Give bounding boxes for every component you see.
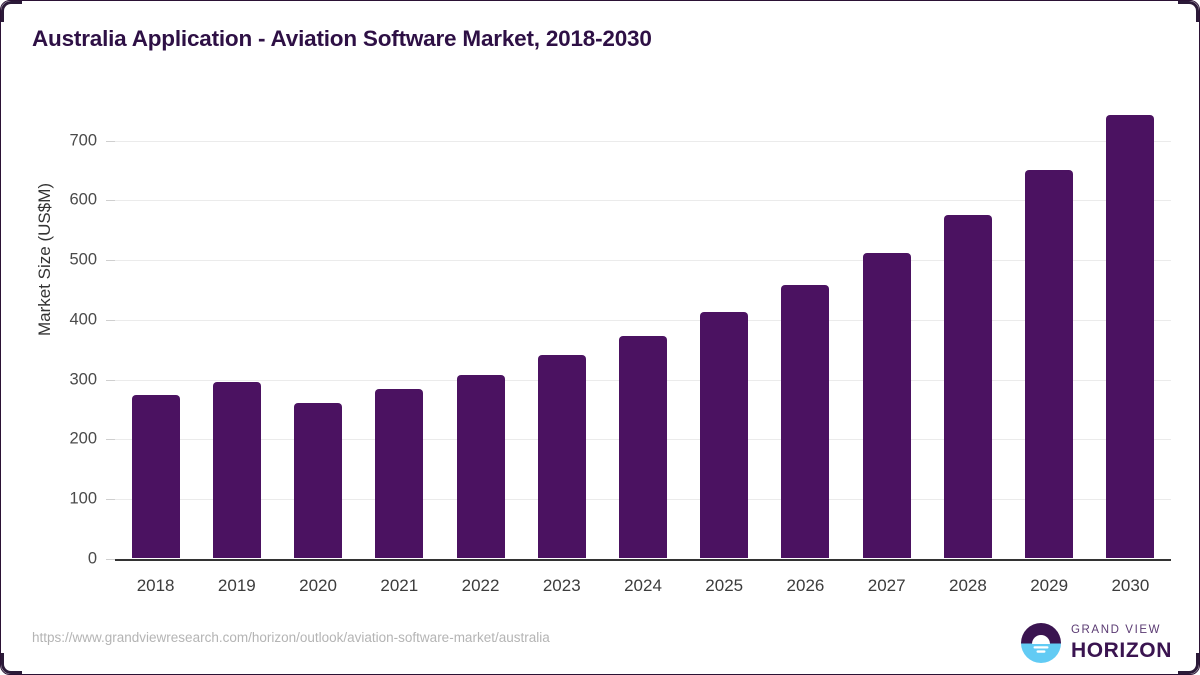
bar-2021[interactable]: [375, 389, 424, 558]
bar-2030[interactable]: [1106, 115, 1155, 558]
x-tick-label-2028: 2028: [949, 576, 987, 595]
card-corner-top-left: [1, 1, 22, 22]
plot-area: 0 100 200 300 400 500 600 700 2018 2019 2020 2021 2…: [69, 112, 1171, 595]
source-url[interactable]: https://www.grandviewresearch.com/horizo…: [32, 630, 550, 645]
x-tick-label-2019: 2019: [217, 576, 256, 595]
logo-wordmark: GRAND VIEW HORIZON: [1071, 625, 1172, 661]
y-tick-label: 600: [69, 190, 97, 209]
x-tick-label-2027: 2027: [867, 576, 906, 595]
bar-2023[interactable]: [537, 355, 586, 558]
y-axis-title: Market Size (US$M): [35, 182, 54, 336]
gridline: [115, 319, 1171, 321]
bar-2027[interactable]: [862, 252, 911, 558]
x-axis-line: [115, 559, 1171, 561]
x-tick-label-2026: 2026: [786, 576, 825, 595]
bar-2019[interactable]: [212, 382, 261, 558]
x-tick-label-2018: 2018: [136, 576, 175, 595]
bar-2024[interactable]: [619, 335, 667, 558]
logo-text-horizon: HORIZON: [1070, 638, 1172, 662]
y-tick-label: 100: [69, 489, 97, 508]
y-tick-label: 400: [69, 310, 97, 329]
bar-2029[interactable]: [1025, 170, 1074, 558]
card-corner-bottom-right: [1178, 653, 1199, 674]
bar-2025[interactable]: [700, 311, 749, 558]
y-tick-label: 0: [87, 549, 97, 568]
bar-series: 2018 2019 2020 2021 2022 2023 2024 2025 2026 2027…: [115, 112, 1171, 595]
gridline: [115, 200, 1171, 202]
y-tick-mark: [106, 200, 115, 202]
card-corner-top-right: [1178, 1, 1199, 22]
x-tick-label-2029: 2029: [1030, 576, 1069, 595]
card-corner-bottom-left: [1, 653, 22, 674]
y-tick-label: 700: [69, 131, 97, 150]
y-tick-mark: [106, 379, 115, 381]
bar-2026[interactable]: [781, 284, 830, 558]
x-tick-label-2030: 2030: [1111, 576, 1150, 595]
y-tick-label: 300: [69, 370, 97, 389]
y-tick-label: 500: [69, 250, 97, 269]
y-tick-mark: [106, 499, 115, 501]
bar-2022[interactable]: [456, 374, 505, 558]
gridline: [115, 260, 1171, 262]
x-tick-label-2024: 2024: [624, 576, 662, 595]
gridline: [115, 140, 1171, 142]
logo-text-grand-view: GRAND VIEW: [1070, 624, 1162, 637]
bar-2020[interactable]: [294, 403, 343, 558]
y-tick-mark: [106, 559, 115, 560]
x-tick-label-2025: 2025: [705, 576, 744, 595]
y-tick-mark: [106, 319, 115, 321]
y-tick-mark: [106, 439, 115, 441]
x-tick-label-2023: 2023: [542, 576, 581, 595]
bar-2028[interactable]: [943, 214, 992, 558]
horizon-sun-circle-icon: [1020, 623, 1061, 663]
x-tick-label-2022: 2022: [461, 576, 500, 595]
page-title: Australia Application - Aviation Softwar…: [32, 26, 652, 51]
x-tick-label-2021: 2021: [380, 576, 419, 595]
y-tick-mark: [106, 140, 115, 142]
bar-2018[interactable]: [131, 394, 180, 558]
y-tick-label: 200: [69, 429, 97, 448]
y-tick-mark: [106, 260, 115, 262]
x-tick-label-2020: 2020: [299, 576, 337, 595]
grand-view-horizon-logo[interactable]: GRAND VIEW HORIZON: [1020, 623, 1172, 663]
